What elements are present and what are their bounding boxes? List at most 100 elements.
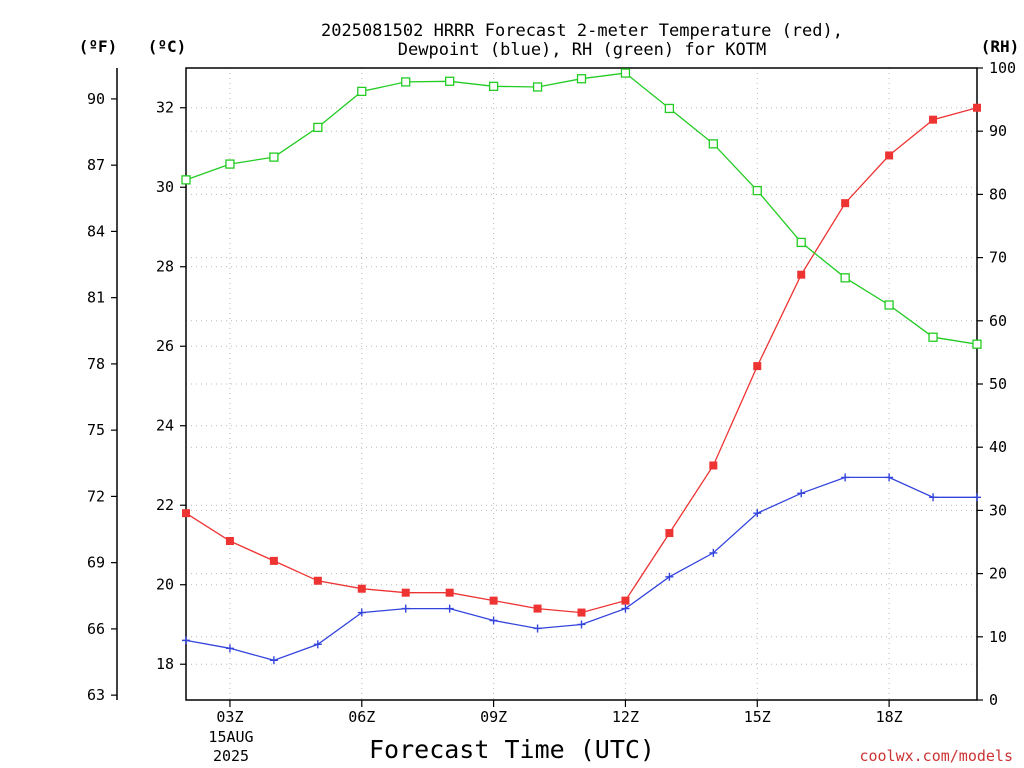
dewpoint-point bbox=[665, 572, 674, 581]
temperature-point bbox=[753, 362, 762, 371]
dewpoint-point bbox=[709, 548, 718, 557]
temperature-point bbox=[797, 270, 806, 279]
rh-point bbox=[752, 185, 762, 196]
chart-title-line2: Dewpoint (blue), RH (green) for KOTM bbox=[398, 40, 766, 60]
rh-tick-label: 80 bbox=[989, 185, 1007, 203]
rh-point bbox=[620, 68, 631, 78]
rh-point bbox=[225, 159, 235, 169]
rh-tick-label: 20 bbox=[989, 565, 1007, 583]
temperature-point bbox=[929, 115, 938, 124]
dewpoint-point bbox=[929, 493, 938, 502]
temperature-point bbox=[313, 576, 322, 585]
rh-tick-label: 70 bbox=[989, 249, 1007, 267]
unit-label-fahrenheit: (ºF) bbox=[79, 37, 118, 56]
rh-point bbox=[313, 122, 323, 133]
x-tick-label: 18Z bbox=[876, 708, 903, 726]
dewpoint-point bbox=[445, 604, 454, 613]
x-tick-label: 06Z bbox=[348, 708, 375, 726]
fahrenheit-tick-label: 66 bbox=[87, 620, 105, 638]
temperature-point bbox=[182, 509, 190, 518]
rh-tick-label: 90 bbox=[989, 122, 1007, 140]
temperature-point bbox=[401, 588, 410, 597]
celsius-tick-label: 32 bbox=[156, 99, 174, 117]
dewpoint-point bbox=[489, 616, 498, 625]
rh-point bbox=[972, 339, 982, 349]
celsius-tick-label: 30 bbox=[156, 178, 174, 196]
temperature-point bbox=[665, 529, 674, 538]
celsius-tick-label: 26 bbox=[156, 337, 174, 355]
axes: 63 66 69 72 75 78 81 84 87 90 18 20 22 24 26 28 30 32 0 10 2… bbox=[87, 59, 1016, 726]
temperature-point bbox=[709, 461, 718, 470]
temperature-point bbox=[973, 103, 981, 112]
dewpoint-point bbox=[357, 608, 366, 617]
rh-tick-label: 40 bbox=[989, 438, 1007, 456]
dewpoint-point bbox=[753, 509, 762, 518]
celsius-tick-label: 20 bbox=[156, 576, 174, 594]
unit-label-rh: (RH) bbox=[981, 37, 1020, 56]
rh-point bbox=[488, 81, 499, 91]
dewpoint-point bbox=[313, 640, 322, 649]
x-tick-label: 15Z bbox=[744, 708, 771, 726]
dewpoint-point bbox=[577, 620, 586, 629]
celsius-tick-label: 22 bbox=[156, 496, 174, 514]
chart-title-line1: 2025081502 HRRR Forecast 2-meter Tempera… bbox=[321, 21, 843, 41]
x-axis-label: Forecast Time (UTC) bbox=[369, 735, 655, 764]
temperature-point bbox=[885, 151, 894, 160]
rh-tick-label: 10 bbox=[989, 628, 1007, 646]
temperature-point bbox=[357, 584, 366, 593]
rh-tick-label: 60 bbox=[989, 312, 1007, 330]
date-label-day: 15AUG bbox=[208, 728, 253, 746]
fahrenheit-tick-label: 78 bbox=[87, 355, 105, 373]
rh-tick-label: 0 bbox=[989, 691, 998, 709]
celsius-tick-label: 18 bbox=[156, 655, 174, 673]
dewpoint-point bbox=[973, 493, 981, 502]
rh-point bbox=[401, 77, 411, 87]
dewpoint-point bbox=[269, 656, 278, 665]
rh-tick-label: 30 bbox=[989, 501, 1007, 519]
temperature-point bbox=[269, 556, 278, 565]
rh-point bbox=[357, 86, 367, 97]
fahrenheit-tick-label: 87 bbox=[87, 156, 105, 174]
rh-point bbox=[840, 273, 850, 283]
grid-lines bbox=[186, 68, 977, 700]
fahrenheit-tick-label: 90 bbox=[87, 90, 105, 108]
rh-point bbox=[708, 139, 718, 149]
rh-point bbox=[181, 175, 191, 185]
x-tick-label: 12Z bbox=[612, 708, 639, 726]
rh-point bbox=[269, 152, 279, 162]
series-layer bbox=[181, 68, 982, 665]
date-label-year: 2025 bbox=[213, 747, 249, 765]
rh-point bbox=[928, 332, 938, 342]
dewpoint-point bbox=[885, 473, 894, 482]
temperature-point bbox=[489, 596, 498, 605]
dewpoint-point bbox=[401, 604, 410, 613]
rh-point bbox=[796, 237, 806, 248]
dewpoint-point bbox=[797, 489, 806, 498]
rh-point bbox=[445, 76, 455, 86]
dewpoint-point bbox=[621, 604, 630, 613]
fahrenheit-tick-label: 75 bbox=[87, 421, 105, 439]
fahrenheit-tick-label: 84 bbox=[87, 222, 105, 240]
temperature-point bbox=[841, 199, 850, 208]
fahrenheit-tick-label: 63 bbox=[87, 686, 105, 704]
rh-point bbox=[884, 300, 894, 310]
fahrenheit-tick-label: 69 bbox=[87, 554, 105, 572]
fahrenheit-tick-label: 72 bbox=[87, 487, 105, 505]
temperature-point bbox=[577, 608, 586, 617]
rh-tick-label: 100 bbox=[989, 59, 1016, 77]
dewpoint-point bbox=[841, 473, 850, 482]
x-tick-label: 03Z bbox=[216, 708, 243, 726]
rh-point bbox=[664, 103, 675, 114]
x-tick-label: 09Z bbox=[480, 708, 507, 726]
rh-tick-label: 50 bbox=[989, 375, 1007, 393]
rh-point bbox=[532, 82, 543, 92]
dewpoint-point bbox=[182, 636, 190, 645]
credit-text: coolwx.com/models bbox=[859, 747, 1013, 765]
temperature-point bbox=[445, 588, 454, 597]
temperature-point bbox=[621, 596, 630, 605]
temperature-point bbox=[225, 537, 234, 546]
celsius-tick-label: 28 bbox=[156, 258, 174, 276]
fahrenheit-tick-label: 81 bbox=[87, 289, 105, 307]
rh-point bbox=[576, 74, 587, 84]
